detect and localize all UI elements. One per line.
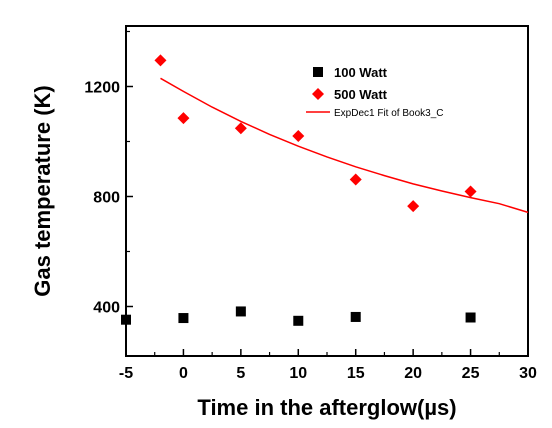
legend-marker [313,67,323,77]
fit-curve [160,77,529,214]
legend-label: 500 Watt [334,87,388,102]
x-tick-label: 25 [462,365,480,382]
legend-marker [312,88,324,100]
point-500-watt [464,185,477,198]
x-tick-label: 30 [519,365,537,382]
x-tick-label: 20 [404,365,422,382]
point-500-watt [292,130,305,142]
y-axis-title: Gas temperature (K) [30,85,55,297]
x-tick-label: 10 [289,365,307,382]
y-tick-label: 1200 [84,80,120,97]
point-100-watt [350,311,361,322]
legend-fit-label: ExpDec1 Fit of Book3_C [334,108,444,119]
axis-ticks [125,30,529,356]
legend-label: 100 Watt [334,65,388,80]
x-tick-label: 0 [179,365,188,382]
x-tick-label: 15 [347,365,365,382]
point-500-watt [177,112,190,125]
legend: 100 Watt 500 Watt ExpDec1 Fit of Book3_C [306,65,444,119]
point-100-watt [465,312,476,323]
point-500-watt [407,200,420,213]
y-tick-label: 800 [93,190,120,207]
x-axis-title: Time in the afterglow(µs) [197,395,456,420]
point-100-watt [293,315,304,326]
x-tick-label: 5 [236,365,245,382]
point-500-watt [234,122,247,135]
x-tick-label: -5 [119,365,133,382]
point-500-watt [349,173,362,186]
point-100-watt [235,306,246,317]
y-tick-label: 400 [93,300,120,317]
point-100-watt [121,314,131,325]
point-500-watt [154,54,167,67]
tick-labels: -5 0 5 10 15 20 25 30 400 800 1200 [84,80,537,383]
data-points [121,54,477,326]
point-100-watt [178,313,189,324]
